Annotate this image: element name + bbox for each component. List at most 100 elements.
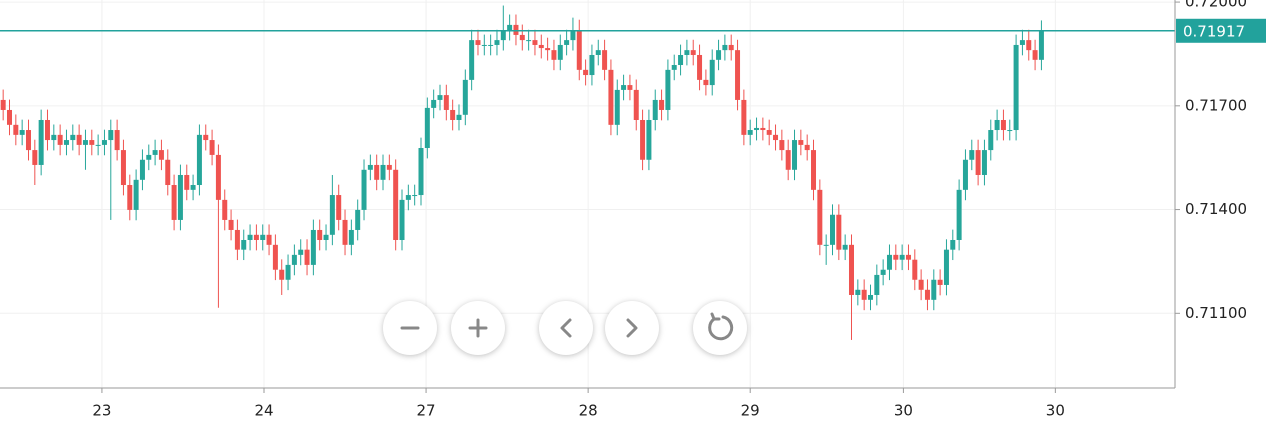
candle-body bbox=[89, 140, 95, 145]
reset-button[interactable] bbox=[693, 301, 747, 355]
candle-body bbox=[792, 140, 798, 170]
candle-body bbox=[152, 150, 158, 155]
zoom-out-button[interactable] bbox=[383, 301, 437, 355]
candle-body bbox=[893, 254, 899, 260]
candle-body bbox=[905, 254, 911, 260]
candle-body bbox=[304, 249, 310, 265]
candle-body bbox=[950, 239, 956, 250]
candle-body bbox=[589, 54, 595, 76]
candle-body bbox=[241, 239, 247, 250]
zoom-in-button[interactable] bbox=[451, 301, 505, 355]
candle-body bbox=[526, 40, 532, 42]
axes: 0.71100 0.71400 0.71700 0.72000 23 24 27 28 29 30… bbox=[92, 0, 1266, 420]
candle-body bbox=[481, 44, 487, 46]
candle-body bbox=[937, 279, 943, 285]
candle-body bbox=[665, 69, 671, 110]
candle-body bbox=[317, 229, 323, 240]
candle-body bbox=[418, 148, 424, 196]
candle-body bbox=[203, 134, 209, 141]
candle-body bbox=[95, 144, 101, 146]
candle-body bbox=[583, 69, 589, 76]
candle-body bbox=[570, 30, 576, 41]
x-tick-label: 30 bbox=[894, 402, 913, 420]
candle-body bbox=[279, 269, 285, 280]
candle-body bbox=[659, 99, 665, 110]
candle-body bbox=[70, 134, 76, 141]
candle-body bbox=[184, 174, 190, 190]
candle-body bbox=[760, 127, 766, 131]
scroll-left-button[interactable] bbox=[539, 301, 593, 355]
candle-body bbox=[697, 54, 703, 80]
candle-body bbox=[513, 24, 519, 35]
candle-body bbox=[247, 234, 253, 240]
candle-body bbox=[196, 134, 202, 186]
candle-body bbox=[127, 185, 133, 210]
candle-body bbox=[412, 195, 418, 197]
candle-body bbox=[709, 59, 715, 86]
candle-body bbox=[608, 69, 614, 125]
candle-body bbox=[443, 95, 449, 110]
candle-body bbox=[139, 159, 145, 180]
candle-body bbox=[120, 150, 126, 186]
candle-body bbox=[880, 269, 886, 275]
candle-body bbox=[614, 89, 620, 125]
y-tick-label: 0.71100 bbox=[1185, 304, 1247, 322]
candle-body bbox=[836, 214, 842, 250]
candle-body bbox=[981, 150, 987, 175]
candle-body bbox=[285, 264, 291, 280]
candle-body bbox=[44, 119, 50, 141]
candle-body bbox=[437, 95, 443, 100]
candle-body bbox=[431, 99, 437, 108]
x-tick-label: 27 bbox=[417, 402, 436, 420]
candle-body bbox=[158, 150, 164, 160]
candle-body bbox=[785, 150, 791, 170]
candle-body bbox=[63, 140, 69, 145]
candle-body bbox=[867, 294, 873, 300]
candle-body bbox=[722, 44, 728, 51]
candle-body bbox=[190, 185, 196, 190]
candle-body bbox=[13, 124, 19, 135]
candle-body bbox=[1032, 50, 1038, 60]
candle-body bbox=[798, 140, 804, 145]
candle-body bbox=[260, 234, 266, 240]
candle-body bbox=[367, 164, 373, 170]
candle-body bbox=[310, 229, 316, 265]
candles bbox=[0, 5, 1175, 340]
candle-body bbox=[899, 254, 905, 260]
candle-body bbox=[101, 140, 107, 145]
candle-body bbox=[494, 40, 500, 45]
candle-body bbox=[114, 130, 120, 151]
candle-body bbox=[380, 164, 386, 180]
candle-body bbox=[912, 259, 918, 280]
candle-body bbox=[716, 50, 722, 60]
candle-body bbox=[38, 119, 44, 165]
candle-body bbox=[234, 229, 240, 250]
candle-body bbox=[228, 219, 234, 230]
candle-body bbox=[943, 249, 949, 285]
scroll-right-button[interactable] bbox=[605, 301, 659, 355]
candle-body bbox=[684, 50, 690, 55]
candle-body bbox=[576, 30, 582, 70]
candle-body bbox=[475, 40, 481, 45]
candle-body bbox=[823, 244, 829, 246]
candle-body bbox=[811, 150, 817, 190]
candle-body bbox=[393, 169, 399, 240]
candle-body bbox=[633, 89, 639, 120]
candle-body bbox=[272, 244, 278, 270]
candle-body bbox=[532, 40, 538, 45]
candle-body bbox=[640, 119, 646, 160]
candle-body bbox=[266, 234, 272, 245]
candle-body bbox=[671, 65, 677, 70]
price-label-bg bbox=[1176, 18, 1266, 43]
candle-body bbox=[1019, 40, 1025, 45]
candle-body bbox=[551, 50, 557, 60]
candle-body bbox=[621, 85, 627, 90]
candle-body bbox=[19, 130, 25, 135]
candle-body bbox=[741, 99, 747, 135]
candle-body bbox=[962, 159, 968, 190]
candle-body bbox=[817, 189, 823, 245]
candle-body bbox=[32, 150, 38, 165]
candle-body bbox=[646, 119, 652, 160]
candle-body bbox=[424, 107, 430, 149]
